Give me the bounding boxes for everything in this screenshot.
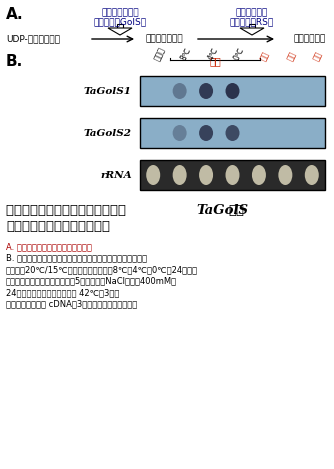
Ellipse shape — [146, 165, 160, 185]
Bar — [140, 160, 325, 190]
Ellipse shape — [225, 83, 239, 99]
Text: ラフィノース: ラフィノース — [294, 35, 326, 44]
Text: rRNA: rRNA — [101, 171, 132, 180]
Ellipse shape — [173, 165, 187, 185]
Text: TaGolS2: TaGolS2 — [84, 129, 132, 137]
Ellipse shape — [199, 165, 213, 185]
Text: 乾燥: 乾燥 — [259, 50, 271, 62]
Ellipse shape — [173, 83, 187, 99]
Text: ガラクチノール: ガラクチノール — [101, 8, 139, 17]
Text: 24時間、高温：高温処理　（ 42℃）3時間: 24時間、高温：高温処理 （ 42℃）3時間 — [6, 288, 119, 297]
Ellipse shape — [278, 165, 292, 185]
Text: 無処理: 無処理 — [153, 45, 167, 62]
Bar — [140, 118, 325, 148]
Text: 図１　ラフィノースの合成経路と: 図１ ラフィノースの合成経路と — [6, 204, 131, 217]
Polygon shape — [240, 28, 264, 35]
Text: TaGolS: TaGolS — [196, 204, 248, 217]
Text: ガラクチノール: ガラクチノール — [145, 35, 183, 44]
Ellipse shape — [225, 165, 239, 185]
Text: の低温特異的ストレス応答性: の低温特異的ストレス応答性 — [6, 220, 110, 233]
Ellipse shape — [252, 165, 266, 185]
Text: 低温: 低温 — [209, 56, 221, 66]
Text: 合成酵素（RS）: 合成酵素（RS） — [230, 17, 274, 26]
Text: 0℃: 0℃ — [232, 46, 246, 62]
Text: 乾燥：乾燥処理（灌水停止）　5日、塩類：NaCl処理（400mM）: 乾燥：乾燥処理（灌水停止） 5日、塩類：NaCl処理（400mM） — [6, 277, 177, 286]
Bar — [249, 24, 255, 28]
Ellipse shape — [199, 83, 213, 99]
Text: プローブには、各 cDNAの3末端特異領域を用いた。: プローブには、各 cDNAの3末端特異領域を用いた。 — [6, 300, 137, 309]
Text: 塩類: 塩類 — [285, 50, 297, 62]
Text: 無処理：20℃/15℃、低温：低温処理（8℃、4℃、0℃）24時間、: 無処理：20℃/15℃、低温：低温処理（8℃、4℃、0℃）24時間、 — [6, 265, 198, 274]
Text: 8℃: 8℃ — [180, 46, 193, 62]
Text: UDP-ガラクトース: UDP-ガラクトース — [6, 35, 60, 44]
Text: 高温: 高温 — [312, 50, 324, 62]
Ellipse shape — [199, 125, 213, 141]
Text: 4℃: 4℃ — [206, 46, 220, 62]
Text: A.: A. — [6, 7, 24, 22]
Polygon shape — [108, 28, 132, 35]
Text: 合成酵素（GolS）: 合成酵素（GolS） — [94, 17, 147, 26]
Text: B. 発芽後７日のコムギ幼苗に対して、以下の処理を行った。: B. 発芽後７日のコムギ幼苗に対して、以下の処理を行った。 — [6, 254, 147, 263]
Text: ラフィノース: ラフィノース — [236, 8, 268, 17]
Ellipse shape — [305, 165, 319, 185]
Ellipse shape — [173, 125, 187, 141]
Text: TaGolS1: TaGolS1 — [84, 86, 132, 96]
Text: B.: B. — [6, 54, 23, 69]
Bar — [140, 76, 325, 106]
Bar — [117, 24, 123, 28]
Ellipse shape — [225, 125, 239, 141]
Text: 発現: 発現 — [228, 204, 244, 217]
Text: A. ラフィノース合成に関与する酵素: A. ラフィノース合成に関与する酵素 — [6, 242, 92, 251]
